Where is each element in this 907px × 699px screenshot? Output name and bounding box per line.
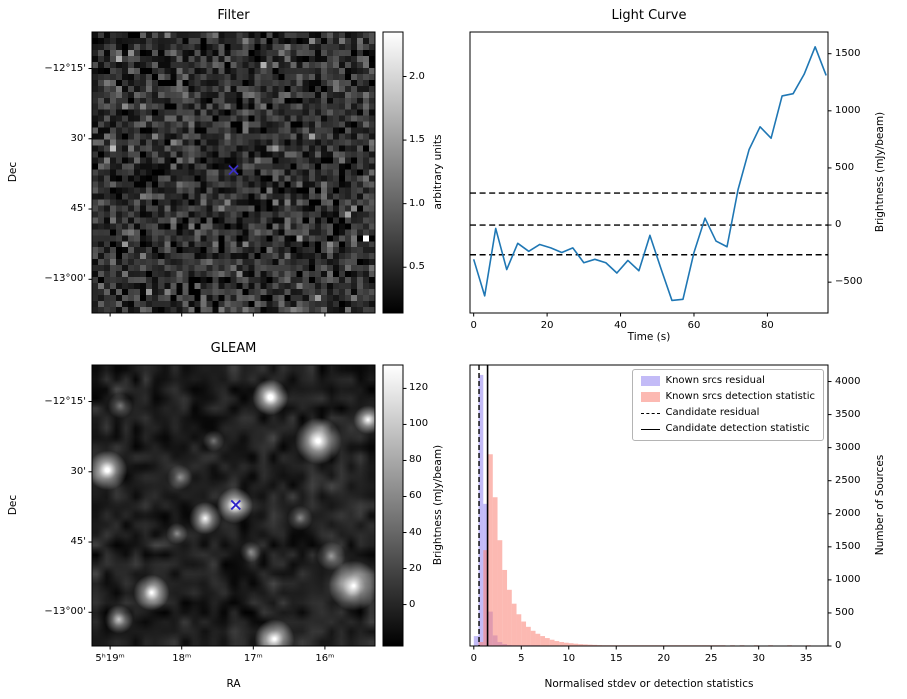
legend-line-icon	[640, 412, 660, 414]
light-curve-title: Light Curve	[611, 8, 687, 23]
filter-ylabel: Dec	[7, 161, 19, 183]
gleam-title: GLEAM	[210, 341, 257, 356]
legend-entry: Known srcs detection statistic	[640, 391, 815, 403]
legend-entry: Known srcs residual	[640, 375, 815, 387]
histogram-legend: Known srcs residual Known srcs detection …	[631, 369, 824, 441]
gleam-xlabel: RA	[226, 678, 241, 690]
light-curve-ylabel: Brightness (mJy/beam)	[874, 111, 886, 233]
legend-label: Candidate residual	[665, 407, 760, 418]
gleam-ylabel: Dec	[7, 494, 19, 516]
legend-line-icon	[640, 428, 660, 430]
legend-label: Candidate detection statistic	[665, 423, 810, 434]
histogram-ylabel: Number of Sources	[874, 454, 886, 556]
legend-label: Known srcs residual	[665, 375, 765, 386]
light-curve-xlabel: Time (s)	[627, 331, 671, 343]
legend-entry: Candidate residual	[640, 407, 815, 419]
gleam-colorbar-label: Brightness (mJy/beam)	[432, 444, 444, 566]
legend-label: Known srcs detection statistic	[665, 391, 815, 402]
legend-patch-icon	[640, 376, 660, 386]
legend-entry: Candidate detection statistic	[640, 423, 815, 435]
filter-title: Filter	[217, 8, 250, 23]
histogram-xlabel: Normalised stdev or detection statistics	[544, 678, 754, 690]
filter-colorbar-label: arbitrary units	[432, 134, 444, 210]
legend-patch-icon	[640, 392, 660, 402]
